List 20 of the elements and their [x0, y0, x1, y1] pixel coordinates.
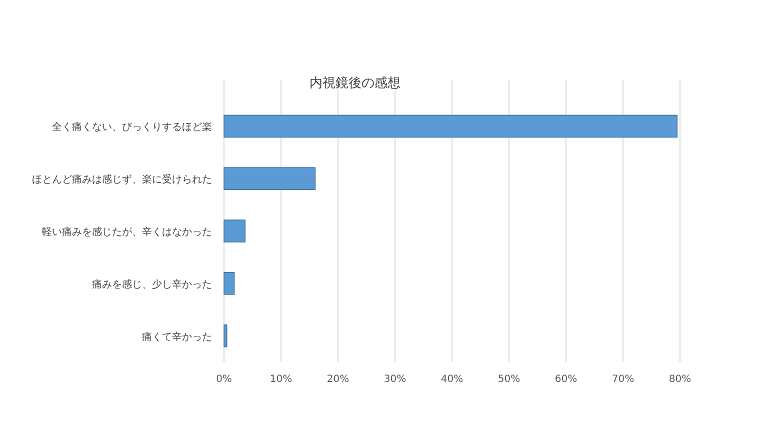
x-tick-label: 80%: [668, 374, 692, 385]
x-tick-label: 70%: [612, 374, 634, 385]
x-tick-label: 60%: [554, 374, 578, 385]
chart-title: 内視鏡後の感想: [310, 76, 400, 91]
y-tick-label: 全く痛くない、びっくりするほど楽: [52, 121, 212, 134]
x-tick-label: 30%: [384, 374, 406, 385]
y-tick-label: 痛くて辛かった: [142, 330, 212, 343]
bar: [224, 167, 316, 190]
y-tick-label: 軽い痛みを感じたが、辛くはなかった: [42, 226, 212, 238]
bar: [224, 114, 678, 138]
x-tick-label: 0%: [216, 374, 232, 385]
x-tick-label: 20%: [326, 374, 350, 385]
bar: [224, 220, 246, 242]
x-tick-label: 10%: [270, 374, 292, 385]
bar: [224, 324, 228, 348]
y-tick-label: ほとんど痛みは感じず、楽に受けられた: [32, 174, 212, 186]
y-tick-label: 痛みを感じ、少し辛かった: [92, 278, 212, 290]
x-tick-label: 50%: [498, 374, 520, 385]
bar: [224, 272, 235, 295]
x-tick-label: 40%: [440, 374, 464, 385]
